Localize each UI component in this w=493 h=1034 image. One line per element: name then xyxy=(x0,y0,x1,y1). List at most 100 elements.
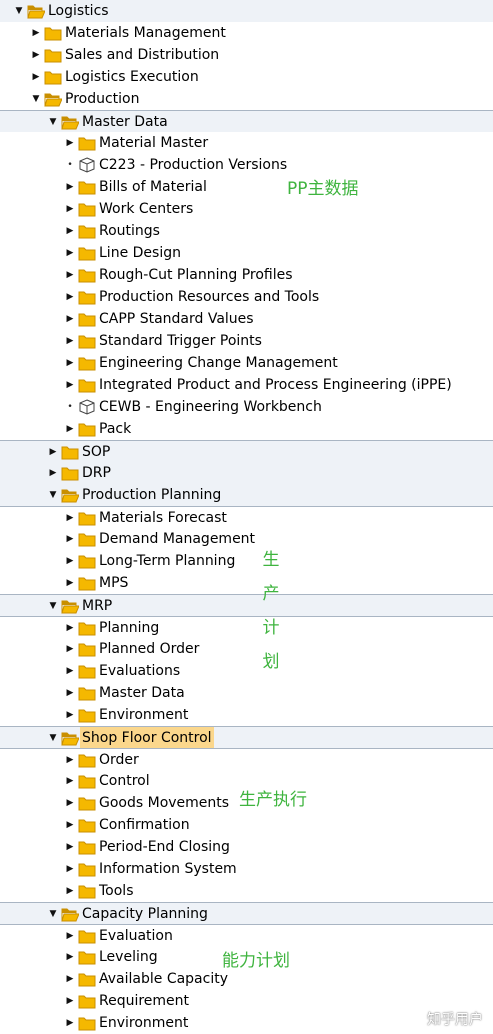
expand-arrow-closed-icon[interactable]: ▶ xyxy=(66,974,74,984)
expand-arrow-open-icon[interactable]: ▼ xyxy=(49,733,57,743)
expand-arrow-closed-icon[interactable]: ▶ xyxy=(32,72,40,82)
tree-node[interactable]: ▼ Production xyxy=(0,88,493,110)
tree-node-label[interactable]: Pack xyxy=(99,421,132,437)
tree-node[interactable]: ▶ Long-Term Planning xyxy=(0,550,493,572)
tree-node-label[interactable]: Material Master xyxy=(99,135,209,151)
expand-arrow-closed-icon[interactable]: ▶ xyxy=(66,336,74,346)
tree-node[interactable]: ▶ Pack xyxy=(0,418,493,440)
tree-node-label[interactable]: Master Data xyxy=(82,114,168,130)
tree-node-label[interactable]: MRP xyxy=(82,598,113,614)
tree-node-label[interactable]: Production xyxy=(65,91,140,107)
expand-arrow-open-icon[interactable]: ▼ xyxy=(49,601,57,611)
tree-node-label[interactable]: Production Resources and Tools xyxy=(99,289,320,305)
tree-node-label[interactable]: Work Centers xyxy=(99,201,194,217)
tree-node[interactable]: ▶ Control xyxy=(0,770,493,792)
tree-node[interactable]: ▶ Routings xyxy=(0,220,493,242)
tree-node-label[interactable]: Logistics Execution xyxy=(65,69,199,85)
tree-node-label[interactable]: Sales and Distribution xyxy=(65,47,220,63)
expand-arrow-open-icon[interactable]: ▼ xyxy=(49,909,57,919)
tree-node-label[interactable]: MPS xyxy=(99,575,129,591)
tree-node[interactable]: ▶ Logistics Execution xyxy=(0,66,493,88)
tree-node-label[interactable]: Rough-Cut Planning Profiles xyxy=(99,267,293,283)
tree-node-label[interactable]: Engineering Change Management xyxy=(99,355,338,371)
tree-node-label[interactable]: Order xyxy=(99,752,139,768)
tree-node-label[interactable]: CAPP Standard Values xyxy=(99,311,254,327)
tree-node[interactable]: ▶ Confirmation xyxy=(0,814,493,836)
tree-node-label[interactable]: SOP xyxy=(82,444,111,460)
tree-node[interactable]: ▶ Materials Forecast xyxy=(0,506,493,528)
expand-arrow-closed-icon[interactable]: ▶ xyxy=(66,623,74,633)
tree-node[interactable]: ▶ DRP xyxy=(0,462,493,484)
tree-node-label[interactable]: Long-Term Planning xyxy=(99,553,236,569)
tree-node[interactable]: ▶ Tools xyxy=(0,880,493,902)
expand-arrow-open-icon[interactable]: ▼ xyxy=(49,117,57,127)
tree-node-label[interactable]: Master Data xyxy=(99,685,185,701)
tree-node[interactable]: ▼ Master Data xyxy=(0,110,493,132)
tree-node[interactable]: ▶ Bills of Material xyxy=(0,176,493,198)
tree-node-label[interactable]: DRP xyxy=(82,465,111,481)
tree-node-label[interactable]: Logistics xyxy=(48,3,109,19)
expand-arrow-closed-icon[interactable]: ▶ xyxy=(32,50,40,60)
expand-arrow-closed-icon[interactable]: ▶ xyxy=(66,644,74,654)
tree-node-label[interactable]: Available Capacity xyxy=(99,971,229,987)
expand-arrow-closed-icon[interactable]: ▶ xyxy=(49,468,57,478)
tree-node-label[interactable]: Requirement xyxy=(99,993,190,1009)
tree-node[interactable]: ▶ Master Data xyxy=(0,682,493,704)
tree-node[interactable]: • C223 - Production Versions xyxy=(0,154,493,176)
tree-node-label[interactable]: Period-End Closing xyxy=(99,839,230,855)
tree-node[interactable]: ▶ Information System xyxy=(0,858,493,880)
expand-arrow-closed-icon[interactable]: ▶ xyxy=(66,688,74,698)
tree-node-label[interactable]: CEWB - Engineering Workbench xyxy=(99,399,322,415)
tree-node[interactable]: ▼ Production Planning xyxy=(0,484,493,506)
expand-arrow-open-icon[interactable]: ▼ xyxy=(49,490,57,500)
tree-node-label[interactable]: C223 - Production Versions xyxy=(99,157,288,173)
tree-node[interactable]: ▶ Demand Management xyxy=(0,528,493,550)
tree-node[interactable]: ▶ Period-End Closing xyxy=(0,836,493,858)
tree-node[interactable]: ▶ Leveling xyxy=(0,946,493,968)
tree-node-label[interactable]: Planning xyxy=(99,620,160,636)
tree-node[interactable]: ▼ Logistics xyxy=(0,0,493,22)
tree-node-label[interactable]: Shop Floor Control xyxy=(80,727,214,749)
expand-arrow-closed-icon[interactable]: ▶ xyxy=(66,886,74,896)
tree-node-label[interactable]: Control xyxy=(99,773,150,789)
tree-node-label[interactable]: Line Design xyxy=(99,245,181,261)
tree-node-label[interactable]: Environment xyxy=(99,707,189,723)
expand-arrow-closed-icon[interactable]: ▶ xyxy=(66,182,74,192)
tree-node[interactable]: ▶ Rough-Cut Planning Profiles xyxy=(0,264,493,286)
expand-arrow-closed-icon[interactable]: ▶ xyxy=(66,292,74,302)
tree-node-label[interactable]: Capacity Planning xyxy=(82,906,208,922)
tree-node[interactable]: ▶ Planned Order xyxy=(0,638,493,660)
tree-node[interactable]: ▶ MPS xyxy=(0,572,493,594)
expand-arrow-closed-icon[interactable]: ▶ xyxy=(66,534,74,544)
expand-arrow-closed-icon[interactable]: ▶ xyxy=(66,270,74,280)
tree-node[interactable]: ▶ Standard Trigger Points xyxy=(0,330,493,352)
tree-node-label[interactable]: Confirmation xyxy=(99,817,190,833)
expand-arrow-closed-icon[interactable]: ▶ xyxy=(66,710,74,720)
expand-arrow-closed-icon[interactable]: ▶ xyxy=(66,666,74,676)
tree-node[interactable]: ▼ MRP xyxy=(0,594,493,616)
tree-node[interactable]: ▶ Materials Management xyxy=(0,22,493,44)
tree-node-label[interactable]: Environment xyxy=(99,1015,189,1031)
tree-node-label[interactable]: Leveling xyxy=(99,949,158,965)
tree-node-label[interactable]: Evaluations xyxy=(99,663,181,679)
expand-arrow-closed-icon[interactable]: ▶ xyxy=(66,314,74,324)
expand-arrow-open-icon[interactable]: ▼ xyxy=(32,94,40,104)
tree-node[interactable]: ▶ Available Capacity xyxy=(0,968,493,990)
tree-node[interactable]: ▼ Capacity Planning xyxy=(0,902,493,924)
tree-node[interactable]: ▶ Order xyxy=(0,748,493,770)
expand-arrow-closed-icon[interactable]: ▶ xyxy=(66,1018,74,1028)
tree-node-label[interactable]: Integrated Product and Process Engineeri… xyxy=(99,377,452,393)
expand-arrow-closed-icon[interactable]: ▶ xyxy=(66,755,74,765)
tree-node[interactable]: • CEWB - Engineering Workbench xyxy=(0,396,493,418)
expand-arrow-closed-icon[interactable]: ▶ xyxy=(66,931,74,941)
tree-node[interactable]: ▶ SOP xyxy=(0,440,493,462)
expand-arrow-closed-icon[interactable]: ▶ xyxy=(66,204,74,214)
tree-node[interactable]: ▶ Requirement xyxy=(0,990,493,1012)
expand-arrow-closed-icon[interactable]: ▶ xyxy=(66,556,74,566)
tree-node[interactable]: ▶ Sales and Distribution xyxy=(0,44,493,66)
tree-node-label[interactable]: Production Planning xyxy=(82,487,222,503)
tree-node-label[interactable]: Information System xyxy=(99,861,237,877)
tree-node[interactable]: ▶ Planning xyxy=(0,616,493,638)
tree-node-label[interactable]: Planned Order xyxy=(99,641,200,657)
tree-node-label[interactable]: Routings xyxy=(99,223,160,239)
